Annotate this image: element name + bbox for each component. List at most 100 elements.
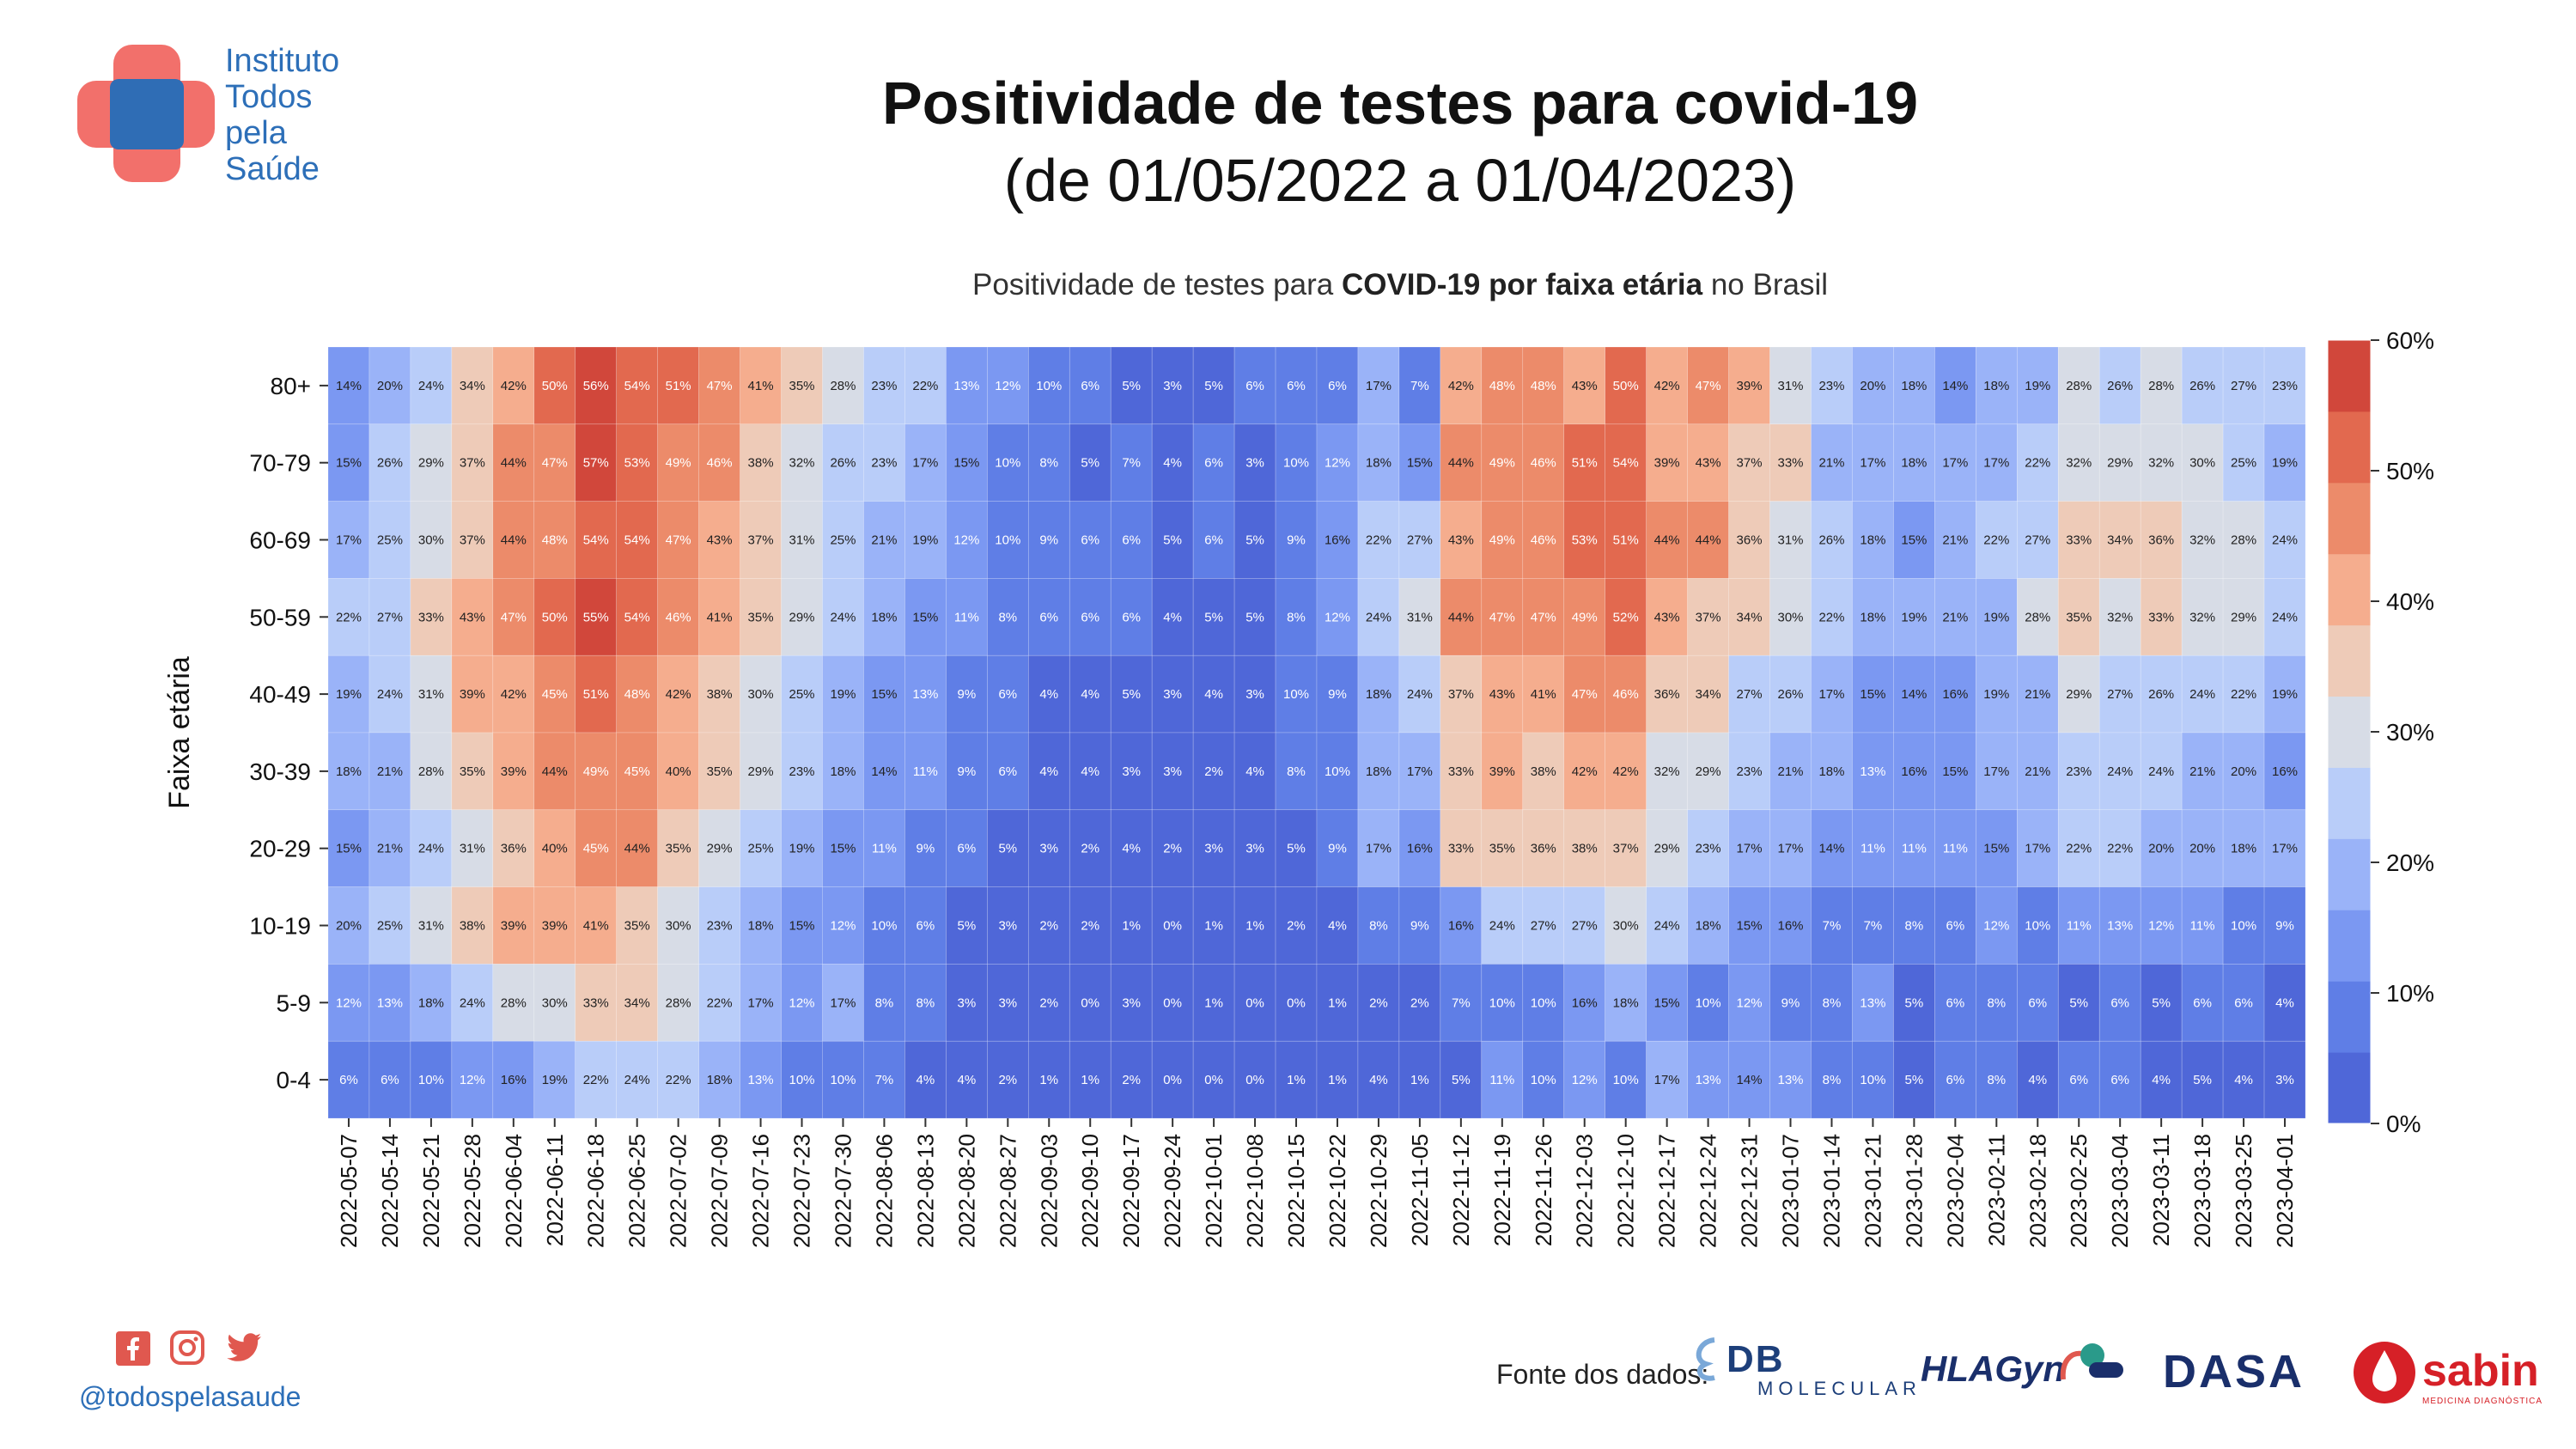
heatmap-cell xyxy=(533,501,576,579)
cell-label: 54% xyxy=(624,533,650,548)
x-tick-label: 2022-10-29 xyxy=(1366,1134,1392,1248)
cell-label: 4% xyxy=(1245,764,1264,779)
heatmap-cell xyxy=(2263,809,2306,887)
cell-label: 11% xyxy=(1902,842,1927,856)
cell-label: 5% xyxy=(1122,687,1141,702)
cell-label: 8% xyxy=(875,995,894,1010)
cell-label: 4% xyxy=(2234,1073,2253,1087)
cell-label: 43% xyxy=(1654,610,1680,624)
x-tick-label: 2022-12-03 xyxy=(1572,1134,1598,1248)
cell-label: 0% xyxy=(1163,919,1182,934)
cell-label: 25% xyxy=(748,842,774,856)
cell-label: 1% xyxy=(1245,919,1264,934)
heatmap-cell xyxy=(492,501,535,579)
cell-label: 42% xyxy=(501,379,527,393)
colorbar-segment xyxy=(2328,981,2371,1053)
cell-label: 5% xyxy=(1081,456,1099,471)
heatmap-cell xyxy=(327,346,370,425)
cell-label: 15% xyxy=(1942,764,1968,779)
cell-label: 10% xyxy=(1036,379,1062,393)
cell-label: 17% xyxy=(1366,379,1392,393)
colorbar-tick-label: 50% xyxy=(2386,458,2434,484)
facebook-icon[interactable] xyxy=(116,1331,150,1370)
cell-label: 2% xyxy=(1163,842,1182,856)
db-logo-subtext: MOLECULAR xyxy=(1757,1378,1921,1399)
x-tick-label: 2022-11-26 xyxy=(1531,1134,1556,1246)
heatmap-cell xyxy=(533,423,576,502)
heatmap-cell xyxy=(1728,964,1770,1042)
cell-label: 42% xyxy=(1613,764,1639,779)
twitter-icon[interactable] xyxy=(225,1331,263,1370)
cell-label: 14% xyxy=(1942,379,1968,393)
heatmap-cell xyxy=(575,501,618,579)
heatmap-cell xyxy=(1316,732,1359,811)
cell-label: 9% xyxy=(1328,687,1347,702)
cell-label: 24% xyxy=(624,1073,650,1087)
cell-label: 8% xyxy=(1987,995,2006,1010)
cell-label: 23% xyxy=(1818,379,1844,393)
heatmap-cell xyxy=(1687,501,1729,579)
cell-label: 33% xyxy=(418,610,444,624)
colorbar-segment xyxy=(2328,767,2371,839)
social-handle[interactable]: @todospelasaude xyxy=(79,1381,301,1412)
heatmap-cell xyxy=(1481,964,1524,1042)
heatmap-cell xyxy=(1110,578,1153,656)
cell-label: 33% xyxy=(2148,610,2174,624)
heatmap-cell xyxy=(451,886,494,965)
cell-label: 17% xyxy=(1983,456,2009,471)
heatmap-cell xyxy=(1151,732,1194,811)
cell-label: 4% xyxy=(958,1073,977,1087)
cell-label: 17% xyxy=(912,456,938,471)
heatmap-cell xyxy=(1893,964,1935,1042)
heatmap-cell xyxy=(533,809,576,887)
heatmap-cell xyxy=(327,1040,370,1119)
cell-label: 4% xyxy=(1163,610,1182,624)
cell-label: 11% xyxy=(1943,842,1968,856)
cell-label: 8% xyxy=(1823,995,1842,1010)
cell-label: 32% xyxy=(2189,610,2215,624)
heatmap-cell xyxy=(1481,578,1524,656)
cell-label: 10% xyxy=(2231,919,2256,934)
heatmap-cell xyxy=(904,1040,947,1119)
heatmap-cell xyxy=(1275,501,1318,579)
cell-label: 35% xyxy=(707,764,733,779)
heatmap-cell xyxy=(1398,578,1441,656)
heatmap-cell xyxy=(863,654,905,734)
cell-label: 46% xyxy=(666,610,691,624)
heatmap-cell xyxy=(1769,578,1812,656)
heatmap-cell xyxy=(575,1040,618,1119)
heatmap-cell xyxy=(2057,964,2100,1042)
cell-label: 14% xyxy=(336,379,362,393)
cell-label: 9% xyxy=(2275,919,2294,934)
heatmap-cell xyxy=(616,886,658,965)
cell-label: 4% xyxy=(917,1073,935,1087)
heatmap-cell xyxy=(1852,501,1894,579)
cell-label: 18% xyxy=(748,919,774,934)
heatmap-cell xyxy=(781,964,823,1042)
heatmap-cell xyxy=(1852,886,1894,965)
heatmap-cell xyxy=(492,732,535,811)
heatmap-cell xyxy=(1027,1040,1070,1119)
heatmap-cell xyxy=(1357,501,1400,579)
instagram-icon[interactable] xyxy=(169,1330,205,1370)
cell-label: 17% xyxy=(1407,764,1433,779)
cell-label: 10% xyxy=(830,1073,856,1087)
cell-label: 9% xyxy=(1287,533,1306,548)
cell-label: 37% xyxy=(1696,610,1721,624)
heatmap-cell xyxy=(1398,809,1441,887)
cell-label: 24% xyxy=(1489,919,1515,934)
cell-label: 2% xyxy=(1410,995,1429,1010)
heatmap-cell xyxy=(657,578,699,656)
cell-label: 42% xyxy=(666,687,691,702)
x-tick-label: 2023-01-28 xyxy=(1901,1134,1927,1248)
page-title: Positividade de testes para covid-19 xyxy=(881,70,1919,137)
cell-label: 51% xyxy=(1572,456,1598,471)
cell-label: 34% xyxy=(624,995,650,1010)
cell-label: 3% xyxy=(1245,842,1264,856)
cell-label: 11% xyxy=(1860,842,1885,856)
heatmap-cell xyxy=(1440,654,1483,734)
heatmap-cell xyxy=(368,346,411,425)
x-tick-label: 2023-02-18 xyxy=(2025,1134,2050,1248)
cell-label: 5% xyxy=(1287,842,1306,856)
heatmap-cell xyxy=(740,1040,782,1119)
